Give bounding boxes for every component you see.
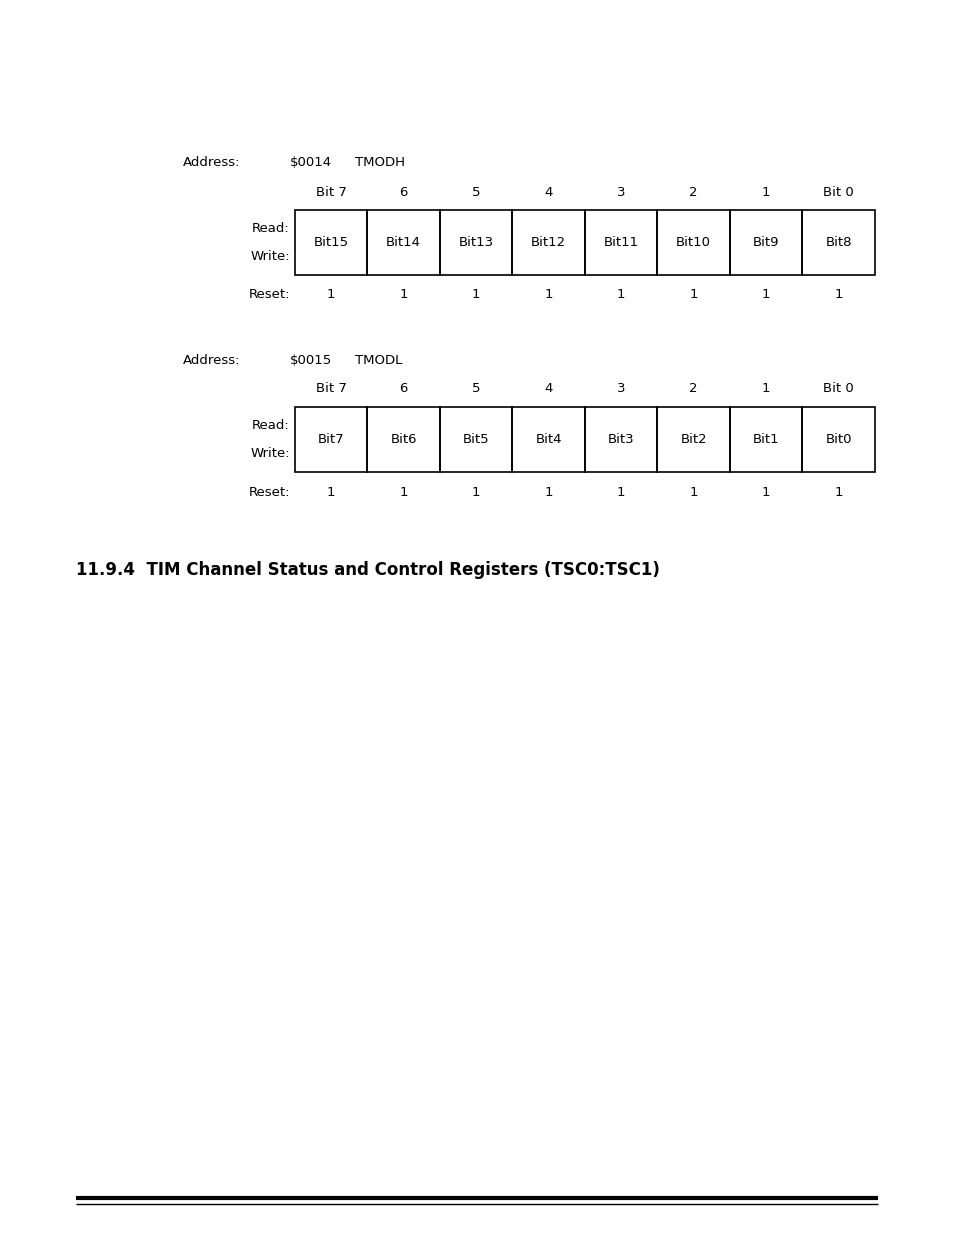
Text: 1: 1 (617, 485, 625, 499)
Text: Bit 7: Bit 7 (315, 185, 346, 199)
Text: 1: 1 (472, 485, 480, 499)
Text: Bit11: Bit11 (603, 236, 639, 249)
Bar (801, 408, 874, 472)
Text: Bit15: Bit15 (314, 236, 349, 249)
Text: 1: 1 (472, 289, 480, 301)
Text: 3: 3 (617, 185, 625, 199)
Text: Bit1: Bit1 (752, 433, 779, 446)
Text: 4: 4 (544, 185, 553, 199)
Text: Bit9: Bit9 (752, 236, 779, 249)
Text: TMODH: TMODH (355, 157, 405, 169)
Text: 6: 6 (399, 185, 408, 199)
Text: Bit 0: Bit 0 (822, 185, 853, 199)
Text: 4: 4 (544, 382, 553, 394)
Text: Bit5: Bit5 (462, 433, 489, 446)
Text: 1: 1 (617, 289, 625, 301)
Text: Bit 7: Bit 7 (315, 382, 346, 394)
Bar (294, 408, 367, 472)
Bar (512, 408, 584, 472)
Text: 6: 6 (399, 382, 408, 394)
Text: 2: 2 (689, 382, 698, 394)
Text: Address:: Address: (182, 157, 240, 169)
Text: 1: 1 (544, 289, 553, 301)
Text: Bit3: Bit3 (607, 433, 634, 446)
Bar (294, 210, 367, 275)
Text: Bit0: Bit0 (824, 433, 851, 446)
Text: 1: 1 (399, 485, 408, 499)
Text: 3: 3 (617, 382, 625, 394)
Text: 11.9.4  TIM Channel Status and Control Registers (TSC0:TSC1): 11.9.4 TIM Channel Status and Control Re… (76, 561, 659, 579)
Text: TMODL: TMODL (355, 353, 402, 367)
Bar (439, 210, 512, 275)
Text: Bit13: Bit13 (458, 236, 494, 249)
Bar (584, 210, 657, 275)
Text: Bit8: Bit8 (824, 236, 851, 249)
Text: Read:: Read: (252, 222, 290, 235)
Bar (367, 210, 439, 275)
Bar (657, 408, 729, 472)
Text: 1: 1 (399, 289, 408, 301)
Text: 5: 5 (472, 382, 480, 394)
Text: Reset:: Reset: (248, 485, 290, 499)
Text: $0015: $0015 (290, 353, 332, 367)
Text: 1: 1 (761, 289, 770, 301)
Text: 1: 1 (327, 289, 335, 301)
Text: 1: 1 (327, 485, 335, 499)
Text: 1: 1 (834, 289, 842, 301)
Bar (439, 408, 512, 472)
Text: 2: 2 (689, 185, 698, 199)
Text: Bit6: Bit6 (390, 433, 416, 446)
Bar (729, 408, 801, 472)
Text: Address:: Address: (182, 353, 240, 367)
Text: Bit12: Bit12 (531, 236, 566, 249)
Text: Write:: Write: (250, 251, 290, 263)
Bar (657, 210, 729, 275)
Text: $0014: $0014 (290, 157, 332, 169)
Text: Bit2: Bit2 (679, 433, 706, 446)
Bar (512, 210, 584, 275)
Text: Write:: Write: (250, 447, 290, 461)
Bar (584, 408, 657, 472)
Text: Bit4: Bit4 (535, 433, 561, 446)
Text: 1: 1 (761, 382, 770, 394)
Bar (801, 210, 874, 275)
Text: Read:: Read: (252, 419, 290, 432)
Bar (729, 210, 801, 275)
Text: Bit7: Bit7 (317, 433, 344, 446)
Text: 1: 1 (834, 485, 842, 499)
Text: 1: 1 (761, 485, 770, 499)
Text: 1: 1 (761, 185, 770, 199)
Text: 1: 1 (689, 485, 698, 499)
Bar (367, 408, 439, 472)
Text: 1: 1 (689, 289, 698, 301)
Text: Reset:: Reset: (248, 289, 290, 301)
Text: Bit10: Bit10 (676, 236, 711, 249)
Text: 1: 1 (544, 485, 553, 499)
Text: Bit 0: Bit 0 (822, 382, 853, 394)
Text: 5: 5 (472, 185, 480, 199)
Text: Bit14: Bit14 (386, 236, 421, 249)
